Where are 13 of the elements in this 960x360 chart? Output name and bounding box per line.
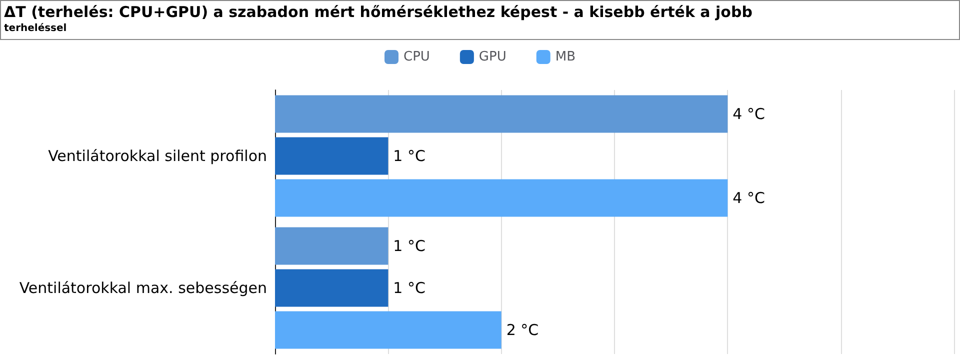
data-label: 4 °C <box>732 188 765 207</box>
data-label: 1 °C <box>393 237 426 256</box>
text: terheléssel <box>4 23 67 34</box>
data-label: 2 °C <box>506 320 539 339</box>
legend-label: GPU <box>478 50 506 64</box>
legend-label: CPU <box>404 50 430 64</box>
y-tick-label: Ventilátorokkal max. sebességen <box>19 279 267 297</box>
data-label: 1 °C <box>393 147 426 165</box>
chart-title: ΔT (terhelés: CPU+GPU) a szabadon mért hőmérséklethez képest - a kisebb érték a jobb <box>4 3 752 21</box>
y-tick-label: Ventilátorokkal silent profilon <box>48 147 267 165</box>
legend-label: MB <box>555 50 576 64</box>
data-label: 4 °C <box>732 105 765 124</box>
data-label: 1 °C <box>393 279 426 297</box>
